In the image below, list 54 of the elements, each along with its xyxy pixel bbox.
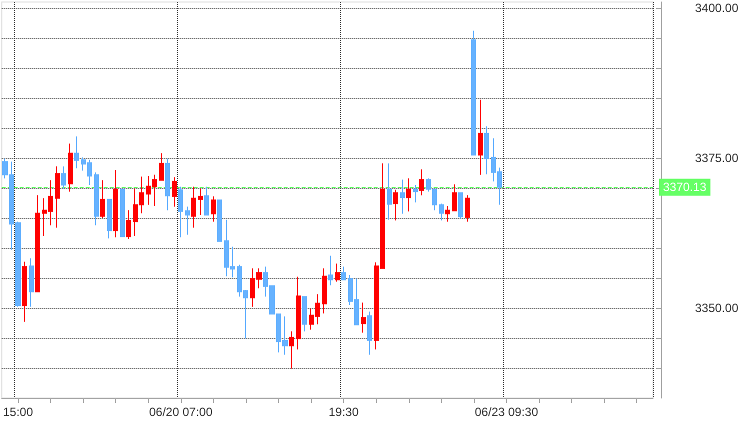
candlestick bbox=[328, 255, 333, 286]
candlestick bbox=[120, 188, 125, 238]
candlestick bbox=[55, 166, 60, 228]
candlestick bbox=[361, 302, 366, 334]
x-tick-label: 06/20 07:00 bbox=[149, 405, 213, 419]
x-tick-label: 19:30 bbox=[328, 405, 359, 419]
candlestick bbox=[211, 196, 216, 222]
y-tick-label: 3400.00 bbox=[695, 1, 739, 15]
candlestick bbox=[341, 266, 346, 280]
candlestick bbox=[452, 184, 457, 212]
candlestick bbox=[113, 170, 118, 238]
candlestick bbox=[185, 206, 190, 236]
candlestick bbox=[296, 276, 301, 350]
candlestick bbox=[484, 126, 489, 175]
candlestick bbox=[439, 203, 444, 221]
candlestick bbox=[393, 189, 398, 221]
y-tick-label: 3350.00 bbox=[695, 301, 739, 315]
candlestick bbox=[35, 194, 40, 292]
candlestick bbox=[61, 166, 66, 190]
candlestick bbox=[445, 206, 450, 222]
candlestick bbox=[68, 143, 73, 192]
candlestick bbox=[406, 178, 411, 212]
candlestick bbox=[413, 184, 418, 203]
candlestick bbox=[100, 180, 105, 218]
x-tick-label: 06/23 09:30 bbox=[474, 405, 538, 419]
candlestick bbox=[419, 168, 424, 196]
candlestick bbox=[178, 186, 183, 238]
candlestick bbox=[159, 152, 164, 181]
candlestick bbox=[458, 192, 463, 220]
candlestick bbox=[302, 296, 307, 332]
candlestick bbox=[335, 263, 340, 282]
candlestick bbox=[29, 258, 34, 308]
candlestick bbox=[465, 194, 470, 222]
candlestick bbox=[289, 330, 294, 370]
candlestick bbox=[165, 158, 170, 211]
candlestick bbox=[22, 261, 27, 322]
candlestick bbox=[191, 186, 196, 228]
candlestick bbox=[367, 311, 372, 356]
candlestick bbox=[478, 99, 483, 176]
candlestick bbox=[126, 210, 131, 240]
candlestick bbox=[471, 30, 476, 156]
y-tick-label: 3375.00 bbox=[695, 151, 739, 165]
x-tick-label: 15:00 bbox=[2, 405, 34, 419]
candlestick bbox=[94, 172, 99, 226]
candlestick bbox=[204, 186, 209, 216]
candlestick bbox=[387, 162, 392, 220]
candlestick bbox=[322, 268, 327, 314]
candlestick bbox=[74, 136, 79, 169]
candlestick bbox=[400, 179, 405, 214]
candlestick bbox=[198, 188, 203, 216]
ref-line-label: 3370.13 bbox=[663, 180, 707, 194]
candlestick bbox=[217, 200, 222, 242]
candlestick bbox=[172, 176, 177, 208]
candlestick bbox=[107, 198, 112, 239]
